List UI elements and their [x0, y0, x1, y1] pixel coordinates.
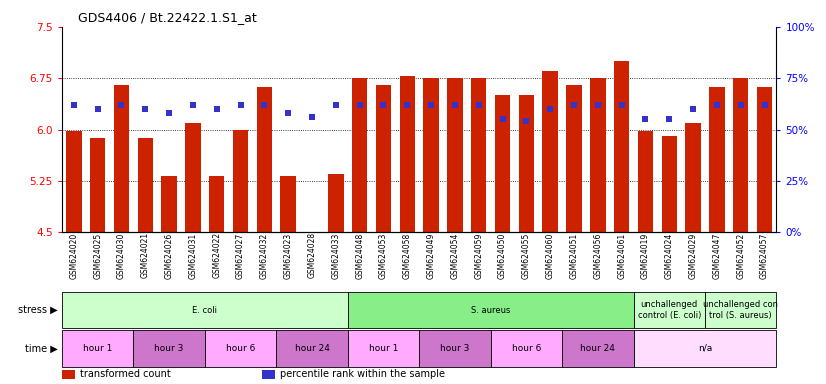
Bar: [62, 330, 133, 367]
Bar: [276, 330, 348, 367]
Bar: [424, 78, 439, 232]
Text: GSM624023: GSM624023: [283, 232, 292, 278]
Bar: [634, 292, 705, 328]
Bar: [90, 138, 106, 232]
Text: hour 24: hour 24: [581, 344, 615, 353]
Bar: [710, 87, 724, 232]
Bar: [66, 131, 82, 232]
Bar: [205, 330, 276, 367]
Bar: [686, 123, 700, 232]
Text: n/a: n/a: [698, 344, 712, 353]
Bar: [562, 330, 634, 367]
Text: GSM624031: GSM624031: [188, 232, 197, 278]
Text: GSM624048: GSM624048: [355, 232, 364, 278]
Text: percentile rank within the sample: percentile rank within the sample: [280, 369, 445, 379]
Bar: [543, 71, 558, 232]
Text: GSM624033: GSM624033: [331, 232, 340, 279]
Bar: [519, 95, 534, 232]
Text: hour 3: hour 3: [440, 344, 470, 353]
Bar: [161, 176, 177, 232]
Text: hour 24: hour 24: [295, 344, 330, 353]
Bar: [304, 232, 320, 254]
Text: GSM624032: GSM624032: [260, 232, 269, 278]
Text: GSM624024: GSM624024: [665, 232, 674, 278]
Text: GSM624029: GSM624029: [689, 232, 698, 278]
Bar: [62, 292, 348, 328]
Text: GSM624049: GSM624049: [426, 232, 435, 279]
Text: GSM624051: GSM624051: [569, 232, 578, 278]
Text: transformed count: transformed count: [80, 369, 170, 379]
Text: GSM624050: GSM624050: [498, 232, 507, 279]
Bar: [134, 330, 205, 367]
Bar: [634, 330, 776, 367]
Text: S. aureus: S. aureus: [471, 306, 510, 314]
Text: unchallenged con
trol (S. aureus): unchallenged con trol (S. aureus): [703, 300, 778, 320]
Bar: [447, 78, 463, 232]
Text: GSM624019: GSM624019: [641, 232, 650, 278]
Text: GSM624056: GSM624056: [593, 232, 602, 279]
Bar: [185, 123, 201, 232]
Text: GSM624053: GSM624053: [379, 232, 388, 279]
Bar: [233, 130, 249, 232]
Bar: [352, 78, 368, 232]
Text: GSM624028: GSM624028: [307, 232, 316, 278]
Bar: [495, 95, 510, 232]
Text: hour 1: hour 1: [83, 344, 112, 353]
Text: unchallenged
control (E. coli): unchallenged control (E. coli): [638, 300, 701, 320]
Bar: [400, 76, 415, 232]
Text: GSM624030: GSM624030: [117, 232, 126, 279]
Bar: [662, 136, 677, 232]
Bar: [567, 85, 582, 232]
Text: GSM624061: GSM624061: [617, 232, 626, 278]
Text: hour 6: hour 6: [225, 344, 255, 353]
Text: GSM624054: GSM624054: [450, 232, 459, 279]
Text: GSM624059: GSM624059: [474, 232, 483, 279]
Text: time ▶: time ▶: [25, 343, 58, 354]
Bar: [62, 370, 75, 379]
Bar: [281, 176, 296, 232]
Bar: [262, 370, 275, 379]
Text: GSM624022: GSM624022: [212, 232, 221, 278]
Bar: [328, 174, 344, 232]
Text: E. coli: E. coli: [192, 306, 217, 314]
Text: GSM624025: GSM624025: [93, 232, 102, 278]
Text: hour 6: hour 6: [511, 344, 541, 353]
Text: GSM624058: GSM624058: [403, 232, 412, 278]
Bar: [614, 61, 629, 232]
Text: stress ▶: stress ▶: [18, 305, 58, 315]
Bar: [348, 330, 419, 367]
Bar: [209, 176, 225, 232]
Text: GSM624052: GSM624052: [736, 232, 745, 278]
Text: GSM624021: GSM624021: [140, 232, 150, 278]
Bar: [638, 131, 653, 232]
Bar: [590, 78, 605, 232]
Text: GDS4406 / Bt.22422.1.S1_at: GDS4406 / Bt.22422.1.S1_at: [78, 12, 257, 25]
Text: GSM624027: GSM624027: [236, 232, 245, 278]
Bar: [348, 292, 634, 328]
Text: hour 3: hour 3: [154, 344, 184, 353]
Bar: [138, 138, 153, 232]
Bar: [471, 78, 487, 232]
Text: GSM624057: GSM624057: [760, 232, 769, 279]
Text: GSM624020: GSM624020: [69, 232, 78, 278]
Bar: [733, 78, 748, 232]
Bar: [376, 85, 392, 232]
Text: hour 1: hour 1: [368, 344, 398, 353]
Bar: [757, 87, 772, 232]
Text: GSM624026: GSM624026: [164, 232, 173, 278]
Bar: [491, 330, 562, 367]
Bar: [114, 85, 129, 232]
Bar: [705, 292, 776, 328]
Text: GSM624060: GSM624060: [546, 232, 555, 279]
Bar: [257, 87, 272, 232]
Text: GSM624047: GSM624047: [712, 232, 721, 279]
Text: GSM624055: GSM624055: [522, 232, 531, 279]
Bar: [419, 330, 491, 367]
